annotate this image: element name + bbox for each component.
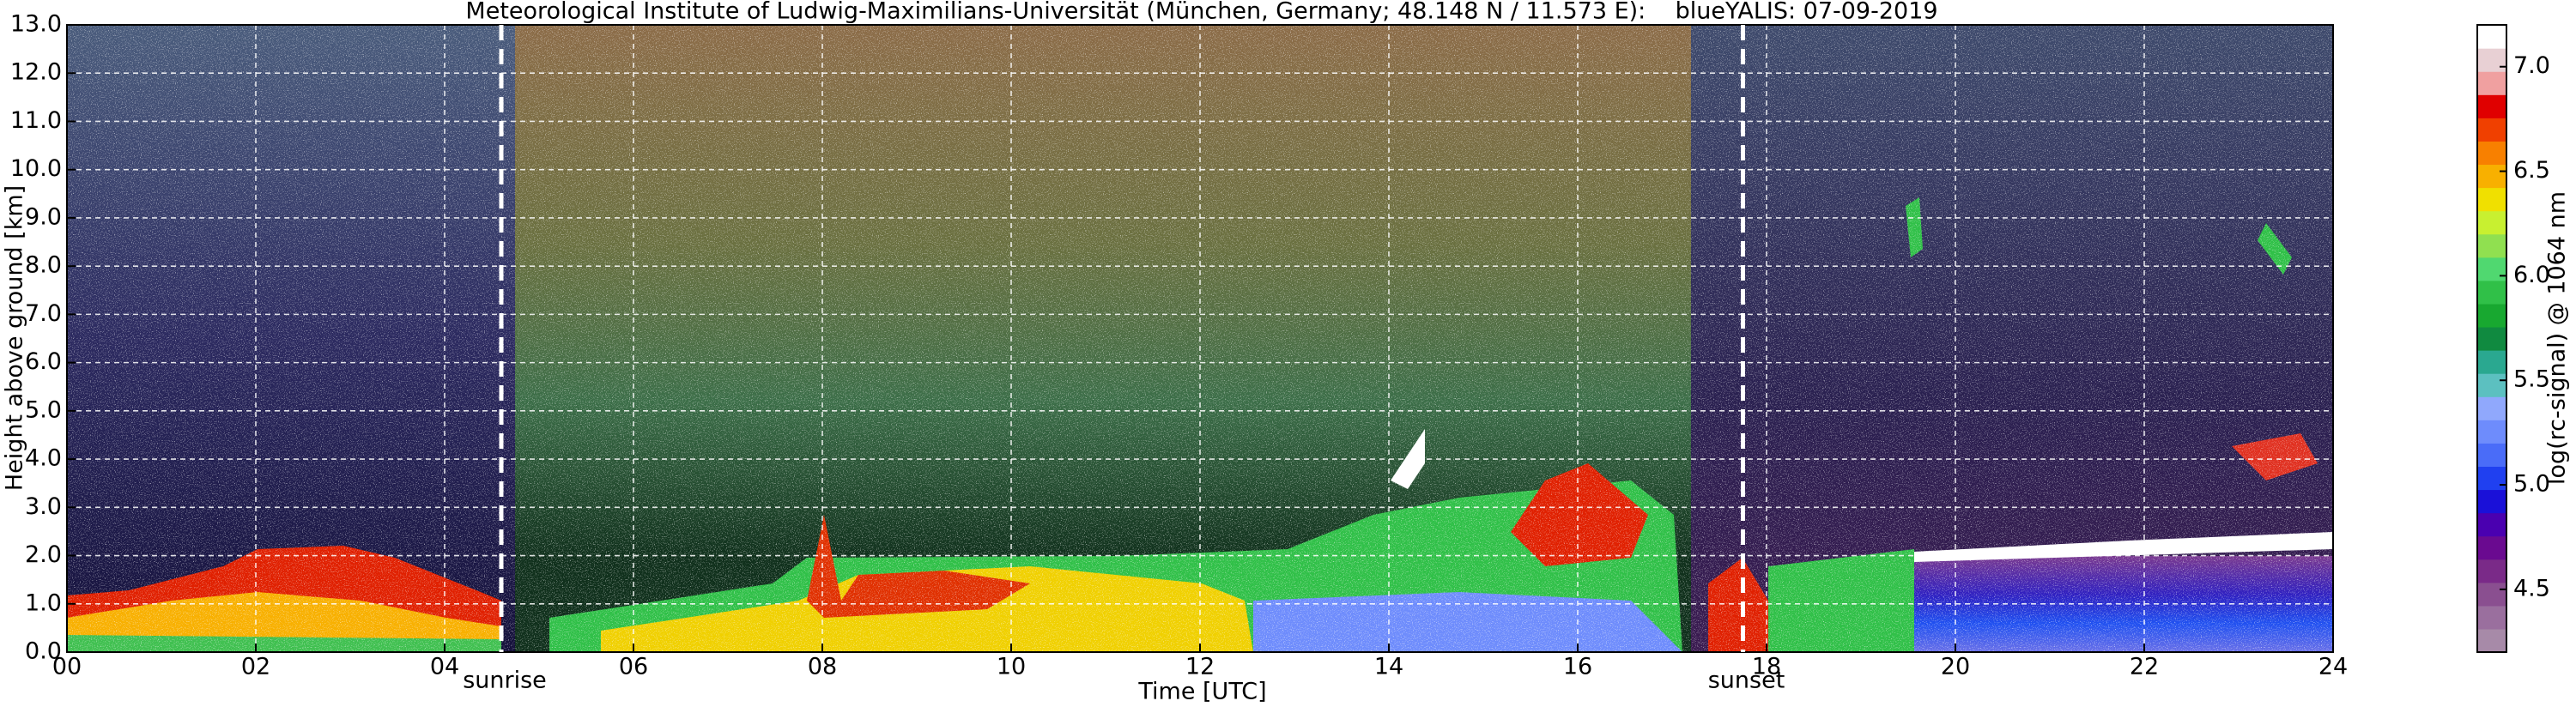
- x-tick-label: 00: [52, 654, 82, 680]
- colorbar-swatch: [2477, 396, 2506, 420]
- colorbar-swatch: [2477, 233, 2506, 258]
- y-tick-label: 8.0: [25, 252, 62, 279]
- chart-title: Meteorological Institute of Ludwig-Maxim…: [465, 0, 1937, 25]
- y-tick-label: 0.0: [25, 638, 62, 665]
- y-tick-label: 10.0: [10, 155, 62, 182]
- x-tick-label: 12: [1185, 654, 1215, 680]
- y-tick-label: 7.0: [25, 300, 62, 327]
- x-axis-label: Time [UTC]: [1137, 679, 1266, 705]
- colorbar-tick-label: 5.0: [2513, 471, 2550, 498]
- grid: [66, 24, 2334, 653]
- colorbar-swatch: [2477, 535, 2506, 560]
- colorbar-tick-label: 7.0: [2513, 52, 2550, 79]
- colorbar-swatch: [2477, 280, 2506, 305]
- colorbar-swatch: [2477, 210, 2506, 235]
- colorbar-swatch: [2477, 559, 2506, 583]
- colorbar-swatch: [2477, 628, 2506, 653]
- colorbar-frame: [2476, 24, 2507, 653]
- colorbar-tick-label: 5.5: [2513, 366, 2550, 393]
- colorbar-swatch: [2477, 443, 2506, 468]
- colorbar-swatch: [2477, 582, 2506, 607]
- y-tick-label: 3.0: [25, 493, 62, 520]
- x-tick-label: 24: [2318, 654, 2348, 680]
- x-tick-label: 14: [1374, 654, 1403, 680]
- colorbar-swatch: [2477, 326, 2506, 351]
- x-tick-label: 10: [997, 654, 1026, 680]
- x-tick-label: 08: [808, 654, 837, 680]
- colorbar-swatch: [2477, 303, 2506, 328]
- x-tick-label: 22: [2130, 654, 2159, 680]
- x-tick-label: 18: [1752, 654, 1781, 680]
- colorbar-swatch: [2477, 94, 2506, 118]
- annotation-label: sunset: [1708, 668, 1785, 694]
- x-tick-label: 16: [1563, 654, 1592, 680]
- colorbar-swatch: [2477, 466, 2506, 491]
- colorbar-swatch: [2477, 48, 2506, 72]
- y-axis-label: Height above ground [km]: [2, 185, 28, 491]
- colorbar-swatch: [2477, 512, 2506, 537]
- colorbar-swatch: [2477, 605, 2506, 630]
- y-tick-label: 11.0: [10, 107, 62, 134]
- x-tick-label: 20: [1941, 654, 1970, 680]
- y-tick-label: 13.0: [10, 11, 62, 38]
- colorbar-swatch: [2477, 71, 2506, 95]
- y-tick-label: 2.0: [25, 541, 62, 568]
- colorbar-swatch: [2477, 489, 2506, 514]
- x-tick-label: 06: [619, 654, 648, 680]
- colorbar-swatch: [2477, 25, 2506, 49]
- y-tick-label: 1.0: [25, 589, 62, 616]
- colorbar-swatch: [2477, 187, 2506, 212]
- colorbar-swatch: [2477, 118, 2506, 142]
- y-tick-label: 12.0: [10, 59, 62, 86]
- colorbar-swatch: [2477, 257, 2506, 281]
- colorbar-swatch: [2477, 373, 2506, 397]
- colorbar-swatch: [2477, 164, 2506, 189]
- colorbar-tick-label: 6.0: [2513, 262, 2550, 288]
- x-tick-label: 04: [430, 654, 459, 680]
- colorbar-swatch: [2477, 420, 2506, 444]
- colorbar-label: log(rc-signal) @ 1064 nm: [2544, 191, 2571, 485]
- colorbar-swatch: [2477, 350, 2506, 374]
- y-tick-label: 5.0: [25, 396, 62, 423]
- y-tick-label: 9.0: [25, 203, 62, 230]
- colorbar-tick-label: 6.5: [2513, 157, 2550, 184]
- x-tick-label: 02: [241, 654, 270, 680]
- colorbar-swatch: [2477, 141, 2506, 166]
- y-tick-label: 4.0: [25, 445, 62, 472]
- colorbar-tick-label: 4.5: [2513, 575, 2550, 601]
- y-tick-label: 6.0: [25, 348, 62, 375]
- annotation-label: sunrise: [463, 668, 547, 694]
